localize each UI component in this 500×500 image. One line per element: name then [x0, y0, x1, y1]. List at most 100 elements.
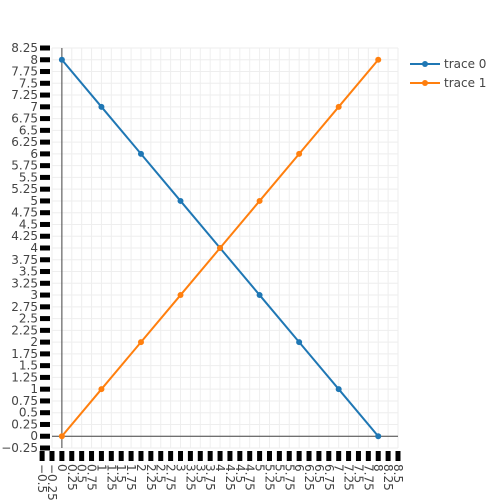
legend[interactable]: trace 0 trace 1	[410, 57, 486, 90]
y-tick-mark	[40, 363, 50, 369]
data-point[interactable]	[58, 56, 65, 63]
x-tick-mark	[306, 451, 312, 461]
x-tick-mark	[237, 451, 243, 461]
y-tick-mark	[40, 174, 50, 180]
y-tick-label: 0	[30, 429, 38, 443]
y-tick-label: 0.75	[11, 394, 38, 408]
x-tick-mark	[355, 451, 361, 461]
data-point[interactable]	[177, 292, 184, 299]
y-tick-mark	[40, 304, 50, 310]
y-tick-label: 6	[30, 147, 38, 161]
legend-item[interactable]: trace 0	[410, 57, 486, 71]
y-tick-mark	[40, 69, 50, 75]
x-tick-mark	[247, 451, 253, 461]
x-tick-label: 5.5	[272, 464, 286, 483]
y-tick-mark	[40, 210, 50, 216]
y-tick-label: 2.5	[19, 312, 38, 326]
x-tick-mark	[69, 451, 75, 461]
x-tick-label: 7.75	[361, 464, 375, 491]
y-tick-mark	[40, 80, 50, 86]
y-tick-label: 6.75	[11, 112, 38, 126]
y-tick-label: 1.5	[19, 359, 38, 373]
x-tick-mark	[89, 451, 95, 461]
x-tick-mark	[217, 451, 223, 461]
x-tick-mark	[375, 451, 381, 461]
x-tick-mark	[187, 451, 193, 461]
data-point[interactable]	[335, 103, 342, 110]
y-tick-mark	[40, 445, 50, 451]
x-tick-mark	[336, 451, 342, 461]
x-tick-label: 3.5	[193, 464, 207, 483]
data-point[interactable]	[137, 150, 144, 157]
data-point[interactable]	[256, 292, 263, 299]
data-point[interactable]	[98, 103, 105, 110]
x-tick-mark	[128, 451, 134, 461]
legend-marker	[422, 61, 428, 67]
y-tick-mark	[40, 116, 50, 122]
x-tick-label: 0.5	[75, 464, 89, 483]
y-tick-label: 0.5	[19, 406, 38, 420]
y-tick-mark	[40, 151, 50, 157]
x-tick-mark	[158, 451, 164, 461]
series-1	[58, 56, 382, 440]
y-tick-mark	[40, 104, 50, 110]
y-tick-mark	[40, 280, 50, 286]
legend-item[interactable]: trace 1	[410, 76, 486, 90]
x-tick-mark	[266, 451, 272, 461]
x-tick-label: 0.25	[65, 464, 79, 491]
x-tick-mark	[108, 451, 114, 461]
x-tick-label: 4.25	[223, 464, 237, 491]
data-point[interactable]	[177, 197, 184, 204]
x-tick-label: −0.25	[45, 464, 59, 500]
y-tick-label: −0.25	[1, 441, 38, 455]
y-tick-label: 4.5	[19, 217, 38, 231]
x-tick-label: 6.25	[302, 464, 316, 491]
x-tick-labels: −0.5−0.2500.250.50.7511.251.51.7522.252.…	[35, 451, 405, 500]
x-tick-label: 1.75	[124, 464, 138, 491]
y-tick-label: 1	[30, 382, 38, 396]
y-tick-mark	[40, 421, 50, 427]
y-tick-mark	[40, 198, 50, 204]
x-tick-label: 3	[174, 464, 188, 472]
y-tick-label: 4.25	[11, 229, 38, 243]
x-tick-mark	[365, 451, 371, 461]
x-tick-mark	[346, 451, 352, 461]
data-point[interactable]	[296, 150, 303, 157]
legend-marker	[422, 80, 428, 86]
y-tick-label: 7.75	[11, 65, 38, 79]
x-tick-label: 3.25	[183, 464, 197, 491]
data-point[interactable]	[98, 386, 105, 393]
y-tick-mark	[40, 327, 50, 333]
x-tick-label: 1.25	[104, 464, 118, 491]
x-tick-mark	[385, 451, 391, 461]
data-point[interactable]	[375, 433, 382, 440]
y-tick-label: 3.75	[11, 253, 38, 267]
data-point[interactable]	[296, 339, 303, 346]
x-tick-label: 4.5	[233, 464, 247, 483]
x-tick-mark	[178, 451, 184, 461]
x-tick-mark	[316, 451, 322, 461]
data-point[interactable]	[137, 339, 144, 346]
series-layer	[58, 56, 382, 440]
x-tick-label: 6.5	[312, 464, 326, 483]
y-tick-label: 8	[30, 53, 38, 67]
x-tick-mark	[98, 451, 104, 461]
x-tick-mark	[79, 451, 85, 461]
x-tick-mark	[49, 451, 55, 461]
y-tick-label: 7.25	[11, 88, 38, 102]
data-point[interactable]	[217, 245, 224, 251]
data-point[interactable]	[375, 56, 382, 63]
x-tick-mark	[207, 451, 213, 461]
x-tick-mark	[286, 451, 292, 461]
y-tick-label: 5.75	[11, 159, 38, 173]
y-tick-label: 0.25	[11, 417, 38, 431]
y-tick-mark	[40, 316, 50, 322]
data-point[interactable]	[58, 433, 65, 440]
y-tick-label: 4	[30, 241, 38, 255]
data-point[interactable]	[335, 386, 342, 393]
data-point[interactable]	[256, 197, 263, 204]
x-tick-mark	[326, 451, 332, 461]
y-tick-mark	[40, 245, 50, 251]
x-tick-mark	[296, 451, 302, 461]
